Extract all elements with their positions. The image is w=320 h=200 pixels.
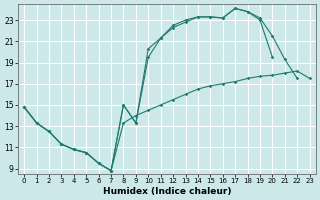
X-axis label: Humidex (Indice chaleur): Humidex (Indice chaleur) xyxy=(103,187,231,196)
